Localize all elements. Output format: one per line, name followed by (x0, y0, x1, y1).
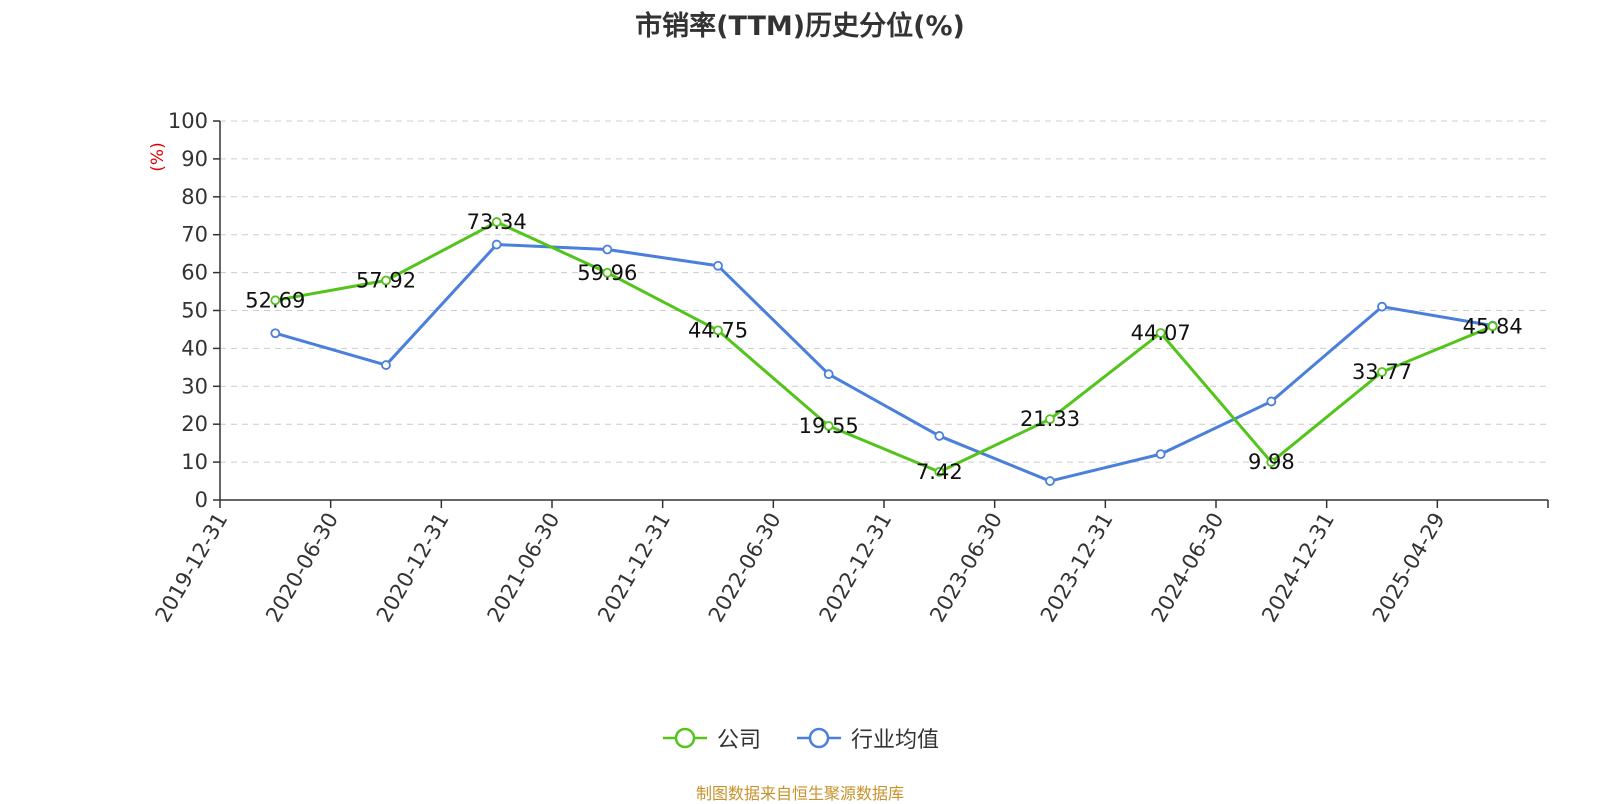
data-label-5: 19.55 (799, 414, 859, 438)
series-1-point-0 (270, 328, 281, 339)
series-0-point-0 (270, 295, 281, 306)
x-tick-label-2020-12-31: 2020-12-31 (372, 509, 454, 627)
data-labels: 52.69 57.92 73.34 59.96 44.75 19.55 7.42 21.33 4… (245, 210, 1522, 484)
data-label-4: 44.75 (688, 318, 748, 342)
x-tick-label-2022-12-31: 2022-12-31 (815, 509, 897, 627)
y-tick-label-0: 0 (195, 488, 208, 512)
data-label-9: 9.98 (1248, 450, 1295, 474)
y-tick-label-20: 20 (181, 412, 208, 436)
y-tick-label-90: 90 (181, 147, 208, 171)
x-tick-label-2019-12-31: 2019-12-31 (151, 509, 233, 627)
series-1-point-10 (1377, 301, 1387, 312)
x-tick-label-2020-06-30: 2020-06-30 (261, 509, 343, 627)
data-label-6: 7.42 (916, 460, 963, 484)
series-0-point-11 (1487, 321, 1498, 332)
series-line-0 (275, 220, 1494, 474)
x-tick-label-2021-12-31: 2021-12-31 (593, 509, 675, 627)
legend-item-company[interactable]: 公司 (661, 722, 761, 754)
legend-item-industry[interactable]: 行业均值 (795, 722, 939, 754)
series-1-point-8 (1155, 449, 1166, 460)
legend-industry-marker-icon (797, 727, 841, 749)
series-1-point-2 (491, 239, 502, 250)
y-tick-label-70: 70 (181, 223, 208, 247)
series-0-point-1 (381, 275, 391, 286)
legend-industry-label: 行业均值 (851, 728, 940, 753)
data-label-0: 52.69 (245, 288, 305, 312)
series-0-point-10 (1377, 367, 1387, 377)
series-0-point-7 (1045, 414, 1055, 425)
x-tick-label-2023-12-31: 2023-12-31 (1036, 509, 1118, 627)
legend: 公司 行业均值 (0, 722, 1600, 754)
data-label-3: 59.96 (577, 261, 637, 285)
legend-company-marker-icon (662, 727, 707, 749)
series-1-point-5 (823, 369, 834, 380)
series-1-point-3 (602, 244, 613, 255)
y-tick-label-40: 40 (181, 336, 208, 360)
x-tick-label-2024-06-30: 2024-06-30 (1147, 509, 1229, 627)
series-0-point-3 (602, 267, 613, 278)
series-1-point-4 (713, 260, 723, 271)
x-tick-label-2023-06-30: 2023-06-30 (925, 509, 1007, 627)
series-1-point-9 (1266, 396, 1277, 407)
y-tick-label-50: 50 (181, 299, 208, 323)
series-1-point-6 (934, 431, 945, 441)
data-label-1: 57.92 (356, 268, 416, 292)
y-axis-label: (%) (148, 142, 168, 171)
y-tick-label-100: 100 (168, 109, 208, 133)
x-tick-label-2025-04-29: 2025-04-29 (1368, 509, 1450, 627)
series-1-point-1 (381, 360, 391, 370)
series-0-point-4 (713, 325, 723, 336)
chart-title: 市销率(TTM)历史分位(%) (635, 11, 965, 42)
series-0-point-5 (823, 421, 834, 431)
data-label-8: 44.07 (1131, 321, 1191, 345)
series-lines (270, 217, 1498, 486)
data-label-7: 21.33 (1020, 407, 1080, 431)
y-tick-label-60: 60 (181, 261, 208, 285)
series-0-point-8 (1155, 328, 1166, 338)
x-tick-label-2021-06-30: 2021-06-30 (483, 509, 565, 627)
axes: 0 10 20 30 40 50 60 70 80 90 100(%) 2019-12-31 2020-… (148, 109, 1549, 627)
grid-lines (220, 120, 1548, 463)
legend-company-label: 公司 (716, 728, 761, 753)
y-tick-label-30: 30 (181, 374, 208, 398)
x-tick-label-2024-12-31: 2024-12-31 (1257, 509, 1339, 627)
series-0-point-6 (934, 466, 945, 477)
data-label-10: 33.77 (1352, 360, 1412, 384)
source-note: 制图数据来自恒生聚源数据库 (695, 784, 904, 803)
y-tick-label-80: 80 (181, 185, 208, 209)
series-line-1 (274, 243, 1493, 483)
y-tick-label-10: 10 (181, 450, 208, 474)
series-0-point-2 (491, 217, 502, 227)
series-0-point-9 (1266, 457, 1277, 468)
data-label-2: 73.34 (467, 210, 527, 234)
series-1-point-7 (1045, 476, 1055, 486)
x-tick-label-2022-06-30: 2022-06-30 (704, 509, 786, 627)
data-label-11: 45.84 (1463, 314, 1523, 338)
